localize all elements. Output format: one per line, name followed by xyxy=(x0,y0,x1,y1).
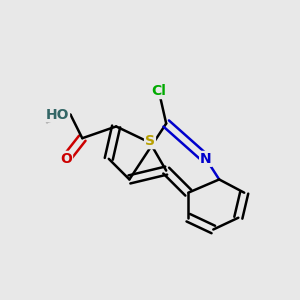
Text: Cl: Cl xyxy=(152,84,166,98)
Text: S: S xyxy=(145,134,155,148)
Text: O: O xyxy=(60,152,72,166)
Text: N: N xyxy=(200,152,212,166)
Text: HO: HO xyxy=(46,108,69,122)
